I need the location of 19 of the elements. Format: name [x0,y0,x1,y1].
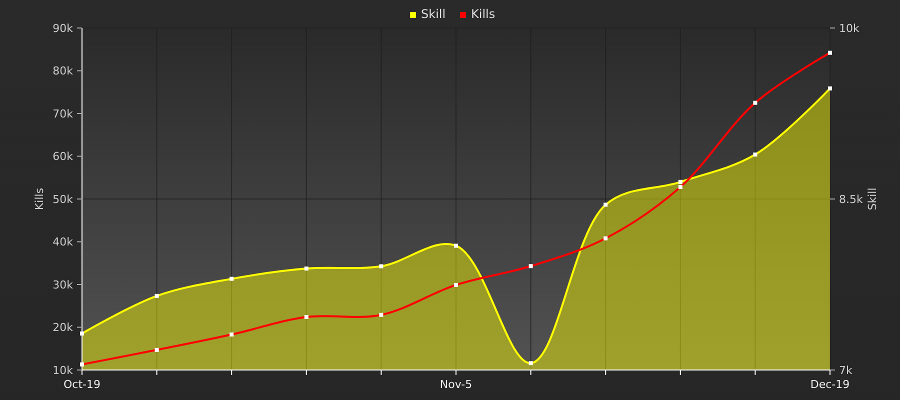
x-tick-label: Nov-5 [440,378,472,391]
y-tick-label: 90k [52,22,74,35]
legend-label: Kills [471,7,496,21]
y-tick-label: 10k [52,364,74,377]
y-tick-label: 60k [52,150,74,164]
y2-tick-label: 7k [839,364,853,377]
y-axis-title: Kills [33,188,46,210]
x-tick-label: Dec-19 [810,378,850,391]
legend-label: Skill [421,7,446,21]
y-tick-label: 70k [52,107,74,120]
y-tick-label: 30k [52,278,74,292]
y2-axis-title: Skill [866,188,879,210]
y2-tick-label: 8.5k [839,192,864,206]
y2-tick-label: 10k [839,22,860,35]
y-tick-label: 50k [52,192,74,206]
x-tick-label: Oct-19 [64,378,100,391]
y-tick-label: 80k [52,64,74,78]
y-tick-label: 20k [52,321,74,334]
y-tick-label: 40k [52,236,74,249]
